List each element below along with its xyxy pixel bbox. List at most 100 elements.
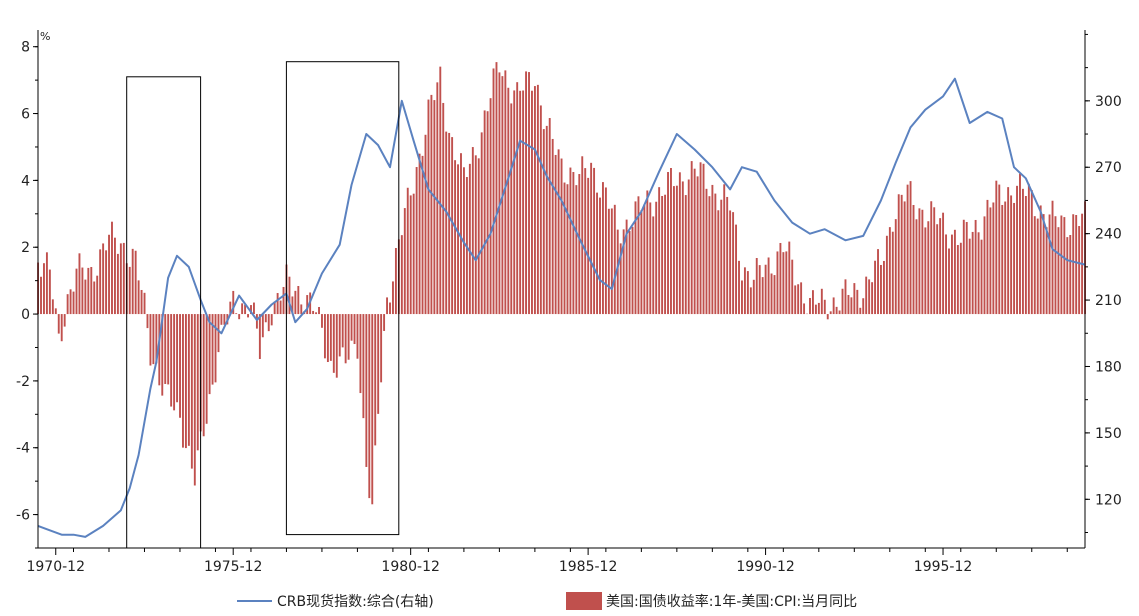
bar [826,314,829,320]
bar [457,164,459,315]
bar [105,250,108,315]
bar [66,294,69,315]
bar [797,284,800,315]
annotation-box [285,61,400,536]
bar [238,314,241,320]
bar [108,234,110,315]
bar [604,187,607,315]
bar [785,251,788,315]
bar [587,177,590,315]
bar [687,179,690,315]
bar [758,265,761,315]
bar [865,276,868,315]
right-axis-tick-label: 300 [1095,94,1122,110]
crb-line [37,77,1086,538]
bar [820,288,823,315]
bar [193,314,196,486]
bar [998,184,1001,315]
bar [838,310,841,315]
bar [945,234,947,315]
bar [312,310,315,315]
bar [992,202,995,315]
bar [729,210,732,315]
bar [536,84,539,315]
bar [968,238,971,315]
bar [912,205,915,315]
bar [844,279,847,315]
bar [134,250,137,315]
bar [1075,215,1078,315]
bar [1051,200,1054,315]
bar [746,271,749,315]
bar [386,297,388,315]
bar [140,289,143,315]
bar [353,314,356,345]
bar [143,292,146,315]
bar [755,258,758,315]
bar [40,276,42,315]
bar [359,314,362,394]
right-axis-tick-label: 120 [1095,492,1122,508]
bar [516,82,519,315]
bar [498,72,501,315]
bar [182,314,184,448]
bar [173,314,176,411]
bar [847,294,850,315]
bar [149,314,152,366]
bar [445,131,448,315]
bar [812,290,814,315]
bar [146,314,149,329]
bar [223,314,226,325]
bar [1024,196,1027,315]
bar [63,314,66,327]
bar [732,212,735,315]
bar [613,204,616,315]
bar [137,280,140,315]
right-axis-tick-label: 150 [1095,426,1122,442]
bar [433,100,436,315]
bar [752,279,755,315]
bar [909,181,912,315]
bar [1016,185,1018,315]
bar [841,288,844,315]
bar [658,187,661,315]
bar [430,94,433,315]
bar [743,267,746,315]
bar [965,222,968,315]
bar [959,242,962,315]
bar [1072,214,1075,315]
bar [377,314,380,414]
right-axis-tick-label: 240 [1095,227,1122,243]
bar [560,158,563,315]
bar [69,289,72,315]
bar [693,168,696,315]
bar [545,125,548,315]
bar [356,314,359,359]
bar [460,153,462,315]
bar [247,314,249,318]
bar [167,314,170,385]
bar [749,287,752,315]
bar [519,90,522,315]
bar [1021,188,1024,315]
bar [962,219,965,315]
bar [915,219,918,315]
bar [338,314,341,357]
bar [628,230,631,315]
bar [368,314,371,499]
bar [853,283,856,315]
bar [214,314,217,383]
bar [652,216,655,315]
bar [720,199,723,315]
bar [451,137,454,315]
bar [495,62,498,315]
bar [264,314,267,323]
bar [1001,204,1004,315]
bar [708,196,711,315]
bar [776,251,779,315]
bar [877,249,879,315]
bar [335,314,338,378]
bar [1004,201,1007,315]
bar [791,259,794,315]
bar [273,301,276,315]
